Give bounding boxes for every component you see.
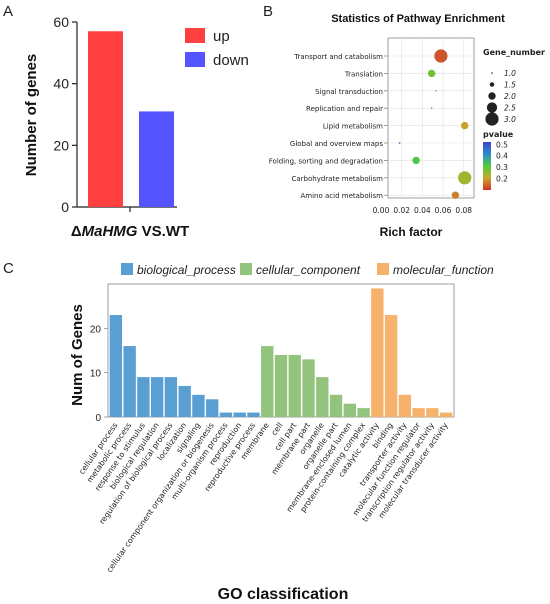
panel-b-point xyxy=(412,156,420,165)
panel-b-color-legend-title: pvalue xyxy=(483,130,514,139)
panel-a-bar-up xyxy=(88,31,123,207)
panel-b-point xyxy=(430,107,433,109)
panel-c-y-tick-label: 0 xyxy=(95,413,101,424)
panel-b-point xyxy=(461,121,469,130)
panel-b-x-tick-label: 0.00 xyxy=(373,206,390,215)
panel-a-legend-swatch-up xyxy=(185,28,205,43)
panel-a-y-tick-label: 60 xyxy=(53,14,69,30)
panel-b-category-label: Transport and catabolism xyxy=(293,53,383,61)
panel-b-point xyxy=(434,49,448,63)
panel-b-title: Statistics of Pathway Enrichment xyxy=(331,13,505,25)
panel-b-x-tick-label: 0.06 xyxy=(435,206,452,215)
panel-b-size-legend-dot xyxy=(485,112,499,126)
panel-b-size-legend-label: 2.0 xyxy=(504,92,516,101)
panel-c-bar xyxy=(426,408,439,417)
panel-c-legend-label-biological_process: biological_process xyxy=(137,263,236,277)
panel-c-bar xyxy=(137,377,150,417)
panel-b-category-label: Amino acid metabolism xyxy=(301,192,384,200)
panel-c-x-axis-label: GO classification xyxy=(218,586,349,603)
panel-c-bar xyxy=(261,346,274,417)
panel-b-scatter-chart: Statistics of Pathway Enrichment Transpo… xyxy=(269,13,545,239)
panel-c-legend-label-molecular_function: molecular_function xyxy=(393,263,494,277)
panel-a-y-axis-label: Number of genes xyxy=(23,54,40,177)
panel-a-y-tick-label: 40 xyxy=(53,76,69,92)
panel-c-legend-swatch-biological_process xyxy=(121,263,133,275)
panel-c-legend-swatch-cellular_component xyxy=(240,263,252,275)
panel-b-size-legend-dot xyxy=(486,102,498,113)
panel-b-size-legend-dot xyxy=(489,82,495,87)
panel-b-size-legend-dot xyxy=(491,72,493,74)
panel-b-point xyxy=(398,142,401,144)
panel-b-category-label: Replication and repair xyxy=(306,105,383,113)
panel-c-bar xyxy=(412,408,425,417)
panel-c-legend-swatch-molecular_function xyxy=(377,263,389,275)
panel-a-legend-swatch-down xyxy=(185,52,205,67)
panel-c-bar xyxy=(219,412,233,417)
panel-b-category-label: Carbohydrate metabolism xyxy=(292,175,384,183)
panel-letter-a: A xyxy=(3,3,13,20)
panel-b-color-legend-label: 0.4 xyxy=(496,152,508,161)
panel-c-bar xyxy=(398,394,412,417)
panel-c-bar xyxy=(247,412,260,417)
panel-c-bar xyxy=(302,359,315,417)
panel-c-bar xyxy=(288,354,301,417)
panel-c-bar xyxy=(274,354,288,417)
panel-a-y-tick-label: 0 xyxy=(61,199,69,215)
panel-c-legend-label-cellular_component: cellular_component xyxy=(256,263,361,277)
panel-b-size-legend-title: Gene_number xyxy=(483,48,545,57)
panel-c-bar xyxy=(233,412,246,417)
panel-c-bar xyxy=(371,288,384,417)
panel-b-x-axis-label: Rich factor xyxy=(380,225,443,239)
panel-letter-b: B xyxy=(263,3,273,20)
panel-b-size-legend-dot xyxy=(488,92,496,100)
panel-a-legend-label-up: up xyxy=(213,28,230,45)
panel-a-legend-label-down: down xyxy=(213,52,249,69)
panel-b-category-label: Lipid metabolism xyxy=(323,123,383,131)
panel-b-x-tick-label: 0.04 xyxy=(414,206,431,215)
panel-b-plot-area xyxy=(387,37,475,199)
panel-b-size-legend-label: 2.5 xyxy=(504,104,516,113)
panel-b-size-legend-label: 1.5 xyxy=(504,81,516,90)
panel-a-bar-chart: 0 20 40 60 Number of genes ΔMaHMG VS.WT up d… xyxy=(23,14,249,240)
panel-c-bar xyxy=(164,377,178,417)
panel-b-color-legend-label: 0.5 xyxy=(496,140,508,149)
panel-c-go-bar-chart: biological_process cellular_component mole… xyxy=(69,263,494,603)
panel-b-x-tick-label: 0.02 xyxy=(393,206,410,215)
panel-letter-c: C xyxy=(3,260,14,277)
panel-c-bar xyxy=(123,346,136,417)
panel-c-bar xyxy=(178,385,191,417)
panel-c-bar xyxy=(192,394,205,417)
panel-b-category-label: Folding, sorting and degradation xyxy=(269,157,383,165)
panel-b-point xyxy=(458,171,472,185)
panel-b-point xyxy=(451,191,460,199)
panel-b-color-legend-label: 0.2 xyxy=(496,175,508,184)
panel-c-bar xyxy=(384,315,398,417)
panel-b-category-label: Signal transduction xyxy=(315,88,383,96)
panel-b-size-legend-label: 3.0 xyxy=(504,115,516,124)
panel-a-y-tick-label: 20 xyxy=(53,137,69,153)
panel-a-bar-down xyxy=(139,111,174,207)
panel-c-y-tick-label: 20 xyxy=(90,324,102,335)
panel-c-bar xyxy=(343,403,356,417)
panel-c-bar xyxy=(357,408,370,417)
panel-b-category-label: Global and overview maps xyxy=(290,140,383,148)
panel-b-size-legend-label: 1.0 xyxy=(504,69,516,78)
panel-b-category-label: Translation xyxy=(344,70,383,78)
panel-c-bar xyxy=(206,399,219,417)
panel-c-y-axis-label: Num of Genes xyxy=(69,304,86,406)
panel-c-bar xyxy=(439,412,453,417)
panel-b-color-legend-label: 0.3 xyxy=(496,163,508,172)
panel-b-color-bar xyxy=(483,142,491,190)
panel-a-x-axis-label: ΔMaHMG VS.WT xyxy=(71,223,189,240)
panel-c-bar xyxy=(316,377,329,417)
panel-c-bar xyxy=(109,315,123,417)
panel-c-y-tick-label: 10 xyxy=(90,369,102,380)
panel-b-point xyxy=(434,90,437,92)
panel-c-bar xyxy=(329,394,343,417)
panel-c-bar xyxy=(150,377,164,417)
panel-b-x-tick-label: 0.08 xyxy=(455,206,472,215)
panel-b-point xyxy=(427,69,436,78)
